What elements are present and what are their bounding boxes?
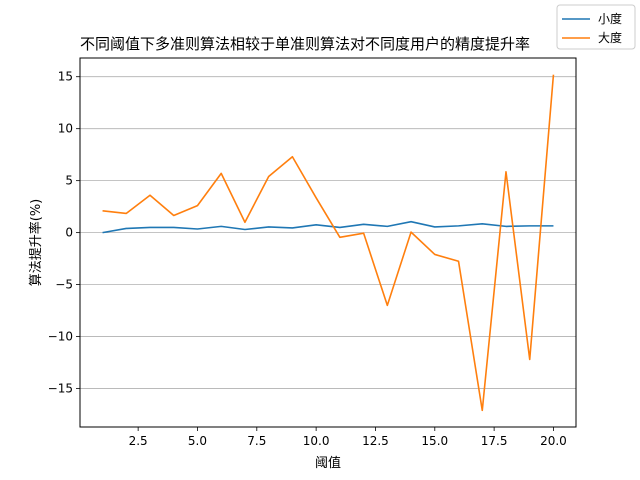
- series-lines: [102, 74, 555, 412]
- y-tick-label: −10: [48, 330, 73, 344]
- y-tick-label: 10: [58, 122, 73, 136]
- x-tick-label: 17.5: [481, 434, 508, 448]
- legend-box: [556, 4, 636, 50]
- x-tick-label: 15.0: [421, 434, 448, 448]
- y-ticks: −15 −10 −5 0 5 10 15: [48, 70, 80, 396]
- chart-title: 不同阈值下多准则算法相较于单准则算法对不同度用户的精度提升率: [80, 35, 530, 53]
- x-tick-label: 12.5: [362, 434, 389, 448]
- x-tick-label: 5.0: [188, 434, 207, 448]
- y-axis-label: 算法提升率(%): [28, 199, 44, 287]
- x-ticks: 2.5 5.0 7.5 10.0 12.5 15.0 17.5 20.0: [129, 427, 567, 448]
- legend-label: 大度: [598, 30, 622, 45]
- x-tick-label: 2.5: [129, 434, 148, 448]
- y-tick-label: −5: [55, 278, 73, 292]
- x-axis-label: 阈值: [315, 455, 341, 471]
- x-tick-label: 10.0: [303, 434, 330, 448]
- legend-label: 小度: [598, 11, 622, 26]
- y-tick-label: 0: [65, 226, 73, 240]
- grid-lines: [80, 76, 576, 389]
- y-tick-label: −15: [48, 382, 73, 396]
- series-line-1: [102, 220, 554, 234]
- y-tick-label: 5: [65, 174, 73, 188]
- plot-frame: [79, 57, 577, 428]
- x-tick-label: 20.0: [540, 434, 567, 448]
- x-tick-label: 7.5: [247, 434, 266, 448]
- series-line-2: [102, 74, 555, 412]
- y-tick-label: 15: [58, 70, 73, 84]
